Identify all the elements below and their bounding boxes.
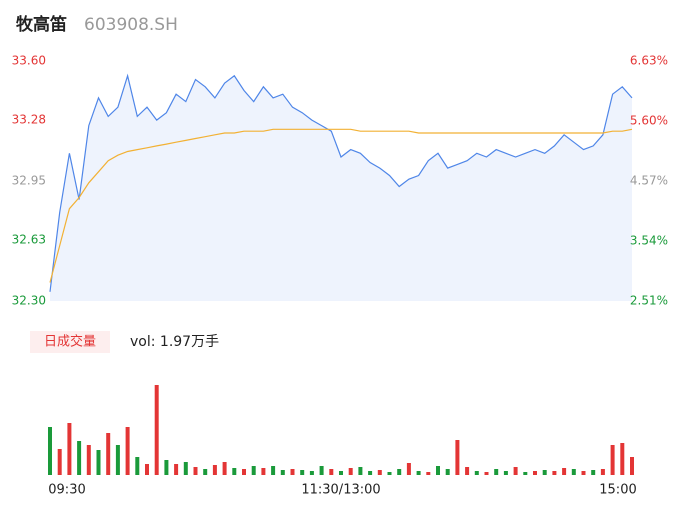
y2-tick-label: 3.54%: [630, 234, 668, 248]
volume-bar: [581, 471, 586, 475]
volume-bar: [271, 466, 276, 475]
volume-bar: [377, 470, 382, 475]
x-tick-label: 09:30: [48, 483, 85, 498]
volume-bar: [193, 467, 198, 475]
volume-bar: [397, 469, 402, 475]
volume-bar: [145, 464, 149, 475]
volume-bar: [610, 445, 615, 475]
volume-bar: [591, 470, 596, 475]
volume-bar: [455, 440, 460, 475]
volume-bar: [474, 471, 479, 475]
x-tick-label: 15:00: [599, 483, 636, 498]
y2-tick-label: 2.51%: [630, 294, 668, 308]
y-tick-label: 32.95: [12, 174, 46, 188]
stock-code: 603908.SH: [84, 15, 178, 35]
y2-tick-label: 4.57%: [630, 174, 668, 188]
volume-bar: [600, 469, 605, 475]
y2-tick-label: 6.63%: [630, 54, 668, 68]
volume-bar: [300, 470, 305, 475]
volume-bar: [290, 469, 295, 475]
volume-bar: [77, 441, 82, 475]
volume-bar: [445, 469, 450, 475]
volume-bar: [387, 472, 392, 475]
volume-bar: [329, 469, 334, 475]
volume-bar: [339, 471, 343, 475]
volume-tab-label[interactable]: 日成交量: [44, 334, 96, 350]
volume-bar: [436, 466, 440, 475]
volume-bar: [251, 466, 256, 475]
volume-bar: [358, 467, 363, 475]
y2-tick-label: 5.60%: [630, 114, 668, 128]
volume-bar: [562, 468, 567, 475]
price-area: [50, 75, 632, 301]
volume-bar: [503, 471, 508, 475]
y-tick-label: 33.28: [12, 113, 46, 127]
y-tick-label: 32.30: [12, 294, 46, 308]
volume-bar: [212, 465, 217, 475]
volume-bar: [125, 427, 130, 475]
volume-bar: [319, 466, 324, 475]
volume-bar: [552, 471, 557, 475]
volume-bar: [96, 450, 101, 475]
volume-bar: [174, 464, 179, 475]
volume-bar: [426, 472, 431, 475]
y-tick-label: 32.63: [12, 233, 46, 247]
volume-bar: [183, 462, 188, 475]
volume-bar: [203, 469, 208, 475]
series-line: [49, 128, 633, 283]
volume-bar: [154, 385, 159, 475]
volume-bar: [222, 462, 227, 475]
volume-bar: [67, 423, 72, 475]
volume-bar: [523, 472, 528, 475]
volume-bar: [164, 460, 169, 475]
volume-total: vol: 1.97万手: [130, 334, 219, 350]
volume-bar: [348, 468, 353, 475]
volume-bar: [416, 471, 421, 475]
y-tick-label: 33.60: [12, 54, 46, 68]
volume-bar: [86, 445, 91, 475]
volume-bar: [261, 468, 266, 475]
volume-bar: [630, 457, 634, 475]
volume-bar: [115, 445, 120, 475]
volume-bar: [368, 471, 373, 475]
volume-bar: [484, 472, 489, 475]
stock-name: 牧高笛: [16, 14, 67, 35]
volume-bar: [620, 443, 625, 475]
series-line: [49, 73, 633, 292]
volume-bar: [232, 468, 237, 475]
volume-bar: [542, 470, 547, 475]
volume-bar: [533, 471, 537, 475]
volume-bar: [135, 457, 140, 475]
x-tick-label: 11:30/13:00: [301, 483, 380, 498]
volume-bar: [106, 433, 111, 475]
volume-bar: [280, 470, 285, 475]
volume-bar: [494, 469, 499, 475]
volume-bar: [57, 449, 62, 475]
volume-bar: [465, 467, 470, 475]
volume-bar: [406, 463, 411, 475]
volume-bar: [48, 427, 52, 475]
volume-bar: [513, 467, 518, 475]
volume-bar: [309, 471, 314, 475]
volume-bar: [571, 469, 576, 475]
volume-tab[interactable]: [30, 331, 110, 353]
volume-bar: [242, 469, 246, 475]
